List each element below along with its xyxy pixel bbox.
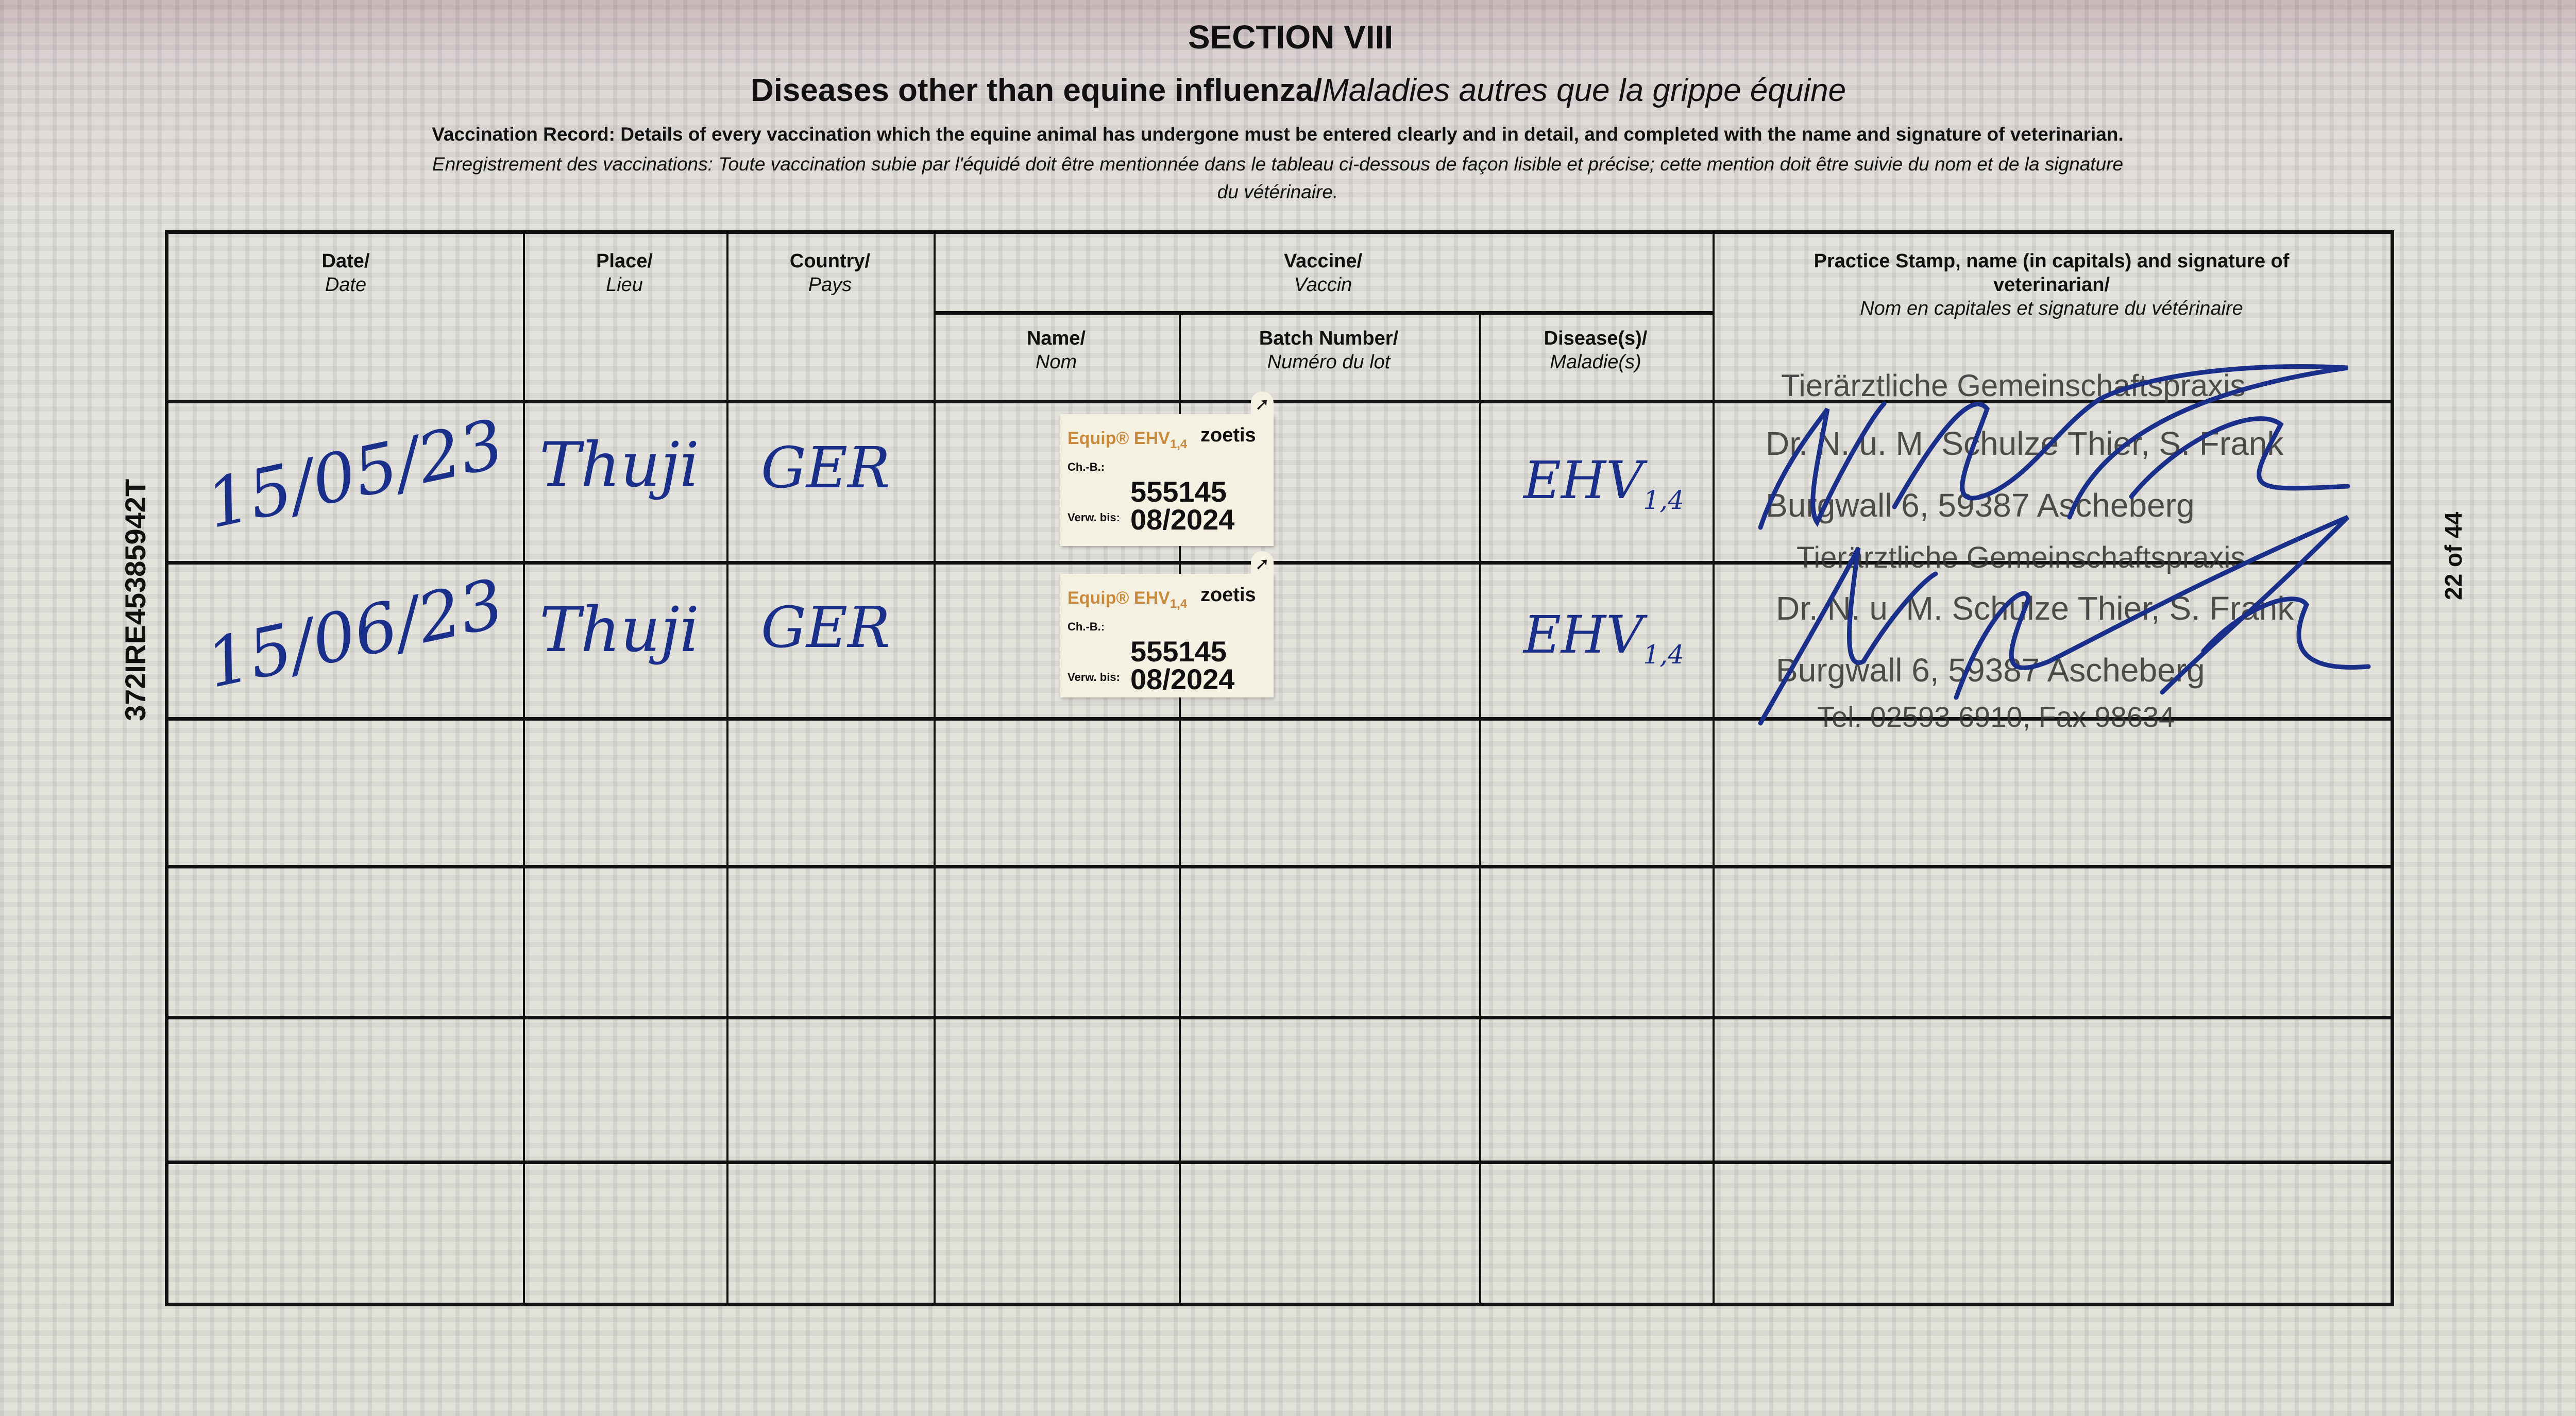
brand-logo: zoetis [1200,424,1256,446]
row2-disease: EHV1,4 [1523,605,1684,670]
stamp-line: Tel. 02593 6910, Fax 98634 [1817,701,2175,733]
header-stamp: Practice Stamp, name (in capitals) and s… [1814,250,2290,319]
title-fr: Maladies autres que la grippe équine [1322,73,1846,108]
title-en: Diseases other than equine influenza/ [750,73,1323,108]
row-divider [168,400,2391,403]
row2-date: 15/06/23 [199,564,511,704]
header-country: Country/Pays [789,250,871,296]
brand-logo: zoetis [1200,584,1256,606]
stamp-line: Tierärztliche Gemeinschaftspraxis [1797,541,2246,574]
row2-country: GER [761,594,890,660]
product-name: Equip® EHV1,4 [1067,429,1188,451]
page-title: Diseases other than equine influenza/Mal… [751,72,1846,109]
row1-country: GER [761,435,890,501]
vaccine-sticker: ➚ Equip® EHV1,4 zoetis Ch.-B.: 555145 Ve… [1060,551,1274,697]
stamp-line: Burgwall 6, 59387 Ascheberg [1776,652,2205,689]
instruction-fr-end: du vétérinaire. [1217,181,1338,202]
vaccine-sticker: ➚ Equip® EHV1,4 zoetis Ch.-B.: 555145 Ve… [1060,391,1274,546]
col-divider [1179,313,1181,1306]
batch-label: Ch.-B.: [1067,460,1105,473]
header-name: Name/Nom [1026,328,1086,373]
col-divider [726,234,728,1306]
stamp-line: Dr. N. u. M. Schulze Thier, S. Frank [1776,590,2294,627]
row-divider [934,311,1713,315]
header-place: Place/Lieu [596,250,653,296]
instruction-en: Vaccination Record: Details of every vac… [432,124,2124,145]
vaccination-table: Date/Date Place/Lieu Country/Pays Vaccin… [165,230,2394,1306]
header-date: Date/Date [321,250,370,296]
section-heading: SECTION VIII [1188,19,1394,56]
row-divider [168,1161,2391,1164]
row2-place: Thuji [539,594,700,666]
page-number: 22 of 44 [2440,511,2467,600]
batch-label: Ch.-B.: [1067,620,1105,633]
veterinarian-signature [1758,364,2371,726]
instruction-fr: Enregistrement des vaccinations: Toute v… [432,153,2124,175]
expiry-date: 08/2024 [1130,663,1235,695]
product-name: Equip® EHV1,4 [1067,588,1188,611]
batch-number: 555145 [1130,475,1227,508]
row-divider [168,865,2391,868]
row-divider [168,1016,2391,1019]
header-disease: Disease(s)/Maladie(s) [1544,328,1648,373]
col-divider [1713,234,1715,1306]
row-divider [168,717,2391,721]
row1-place: Thuji [539,430,700,501]
col-divider [1479,313,1481,1306]
peel-arrow-icon: ➚ [1251,551,1274,581]
row1-disease: EHV1,4 [1523,450,1684,515]
header-vaccine: Vaccine/Vaccin [1283,250,1363,296]
col-divider [523,234,525,1306]
passport-number: 372IRE45385942T [119,479,151,721]
expiry-date: 08/2024 [1130,503,1235,536]
expiry-label: Verw. bis: [1067,671,1120,684]
expiry-label: Verw. bis: [1067,511,1120,524]
peel-arrow-icon: ➚ [1251,391,1274,421]
batch-number: 555145 [1130,635,1227,668]
row-divider [168,561,2391,565]
header-batch: Batch Number/Numéro du lot [1259,328,1399,373]
row1-date: 15/05/23 [199,404,511,544]
stamp-line: Burgwall 6, 59387 Ascheberg [1766,487,2195,524]
stamp-line: Tierärztliche Gemeinschaftspraxis [1781,368,2246,403]
col-divider [934,234,936,1306]
